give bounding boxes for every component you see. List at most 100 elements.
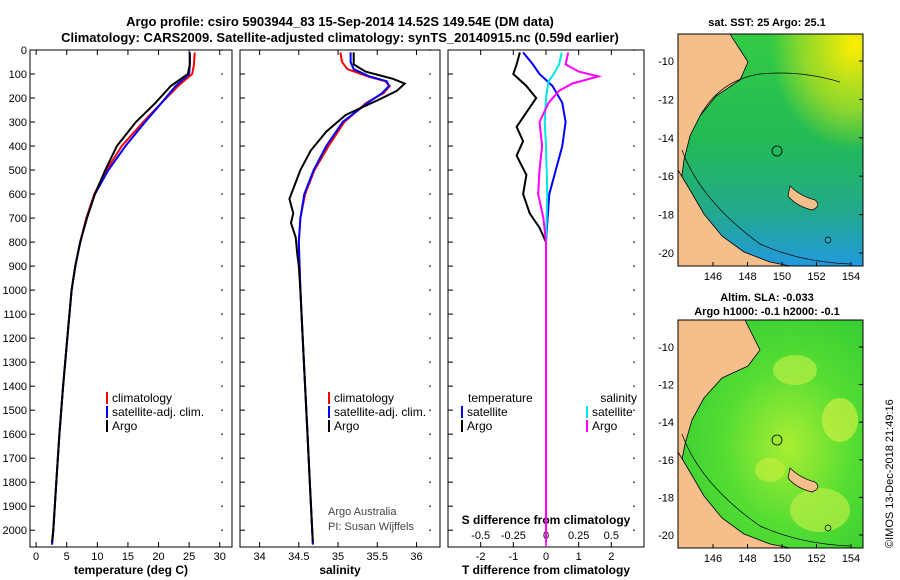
grid-dot [221,121,223,123]
grid-dot [221,241,223,243]
series-s-argo [537,52,603,543]
grid-dot [633,529,635,531]
grid-dot [429,385,431,387]
x-tick-label: 36 [410,551,422,563]
salinity-frame [239,49,441,548]
depth-tick-label: 1000 [3,285,27,297]
map-lon-label: 152 [807,553,825,565]
map-lat-label: -10 [658,56,674,68]
x-tick-label: 5 [64,551,70,563]
grid-dot [633,385,635,387]
grid-dot [429,433,431,435]
grid-dot [429,73,431,75]
grid-dot [429,337,431,339]
legend-climatology: climatology [112,391,172,405]
grid-dot [429,145,431,147]
grid-dot [221,337,223,339]
grid-dot [221,409,223,411]
depth-tick-label: 700 [9,213,27,225]
x-tick-label: 25 [183,551,195,563]
grid-dot [429,265,431,267]
map-lat-label: -20 [658,530,674,542]
grid-dot [429,457,431,459]
grid-dot [221,49,223,51]
depth-tick-label: 1200 [3,333,27,345]
sst-map-title: sat. SST: 25 Argo: 25.1 [708,17,826,29]
map-lat-label: -16 [658,171,674,183]
grid-dot [633,457,635,459]
credit-line2: PI: Susan Wijffels [328,521,414,533]
legend-climatology: climatology [334,391,394,405]
depth-tick-label: 900 [9,261,27,273]
x-tick-label: 0 [543,551,549,563]
legend-argo: Argo [112,419,138,433]
depth-tick-label: 1400 [3,381,27,393]
grid-dot [221,481,223,483]
grid-dot [633,289,635,291]
depth-tick-label: 1300 [3,357,27,369]
x-tick-label: 20 [152,551,164,563]
x-tick-label: 15 [122,551,134,563]
grid-dot [221,361,223,363]
grid-dot [221,73,223,75]
imos-stamp: ©IMOS 13-Dec-2018 21:49:16 [884,399,896,548]
depth-tick-label: 1100 [3,309,27,321]
legend-salinity-panel: climatology satellite-adj. clim. Argo [328,391,426,433]
grid-dot [429,481,431,483]
difference-xlabel: T difference from climatology [462,563,630,577]
grid-dot [633,169,635,171]
grid-dot [221,313,223,315]
salinity-xlabel: salinity [319,563,361,577]
depth-tick-label: 1800 [3,477,27,489]
sla-map: Altim. SLA: -0.033 Argo h1000: -0.1 h200… [658,292,864,565]
sst-map: sat. SST: 25 Argo: 25.1 [658,17,864,283]
map-lon-label: 148 [738,553,756,565]
grid-dot [633,409,635,411]
sla-argo-marker [771,434,783,446]
salinity-panel: salinity 34 34.5 35 35.5 36 [239,49,441,577]
grid-dot [221,505,223,507]
grid-dot [221,289,223,291]
grid-dot [221,529,223,531]
depth-tick-label: 300 [9,117,27,129]
x-tick-label: 34 [253,551,265,563]
depth-tick-label: 1900 [3,501,27,513]
legend-salinity-head: salinity [600,391,637,405]
grid-dot [633,217,635,219]
map-lat-label: -12 [658,380,674,392]
depth-tick-label: 1600 [3,429,27,441]
grid-dot [221,193,223,195]
map-lon-label: 146 [704,553,722,565]
map-lat-label: -16 [658,455,674,467]
s-tick-label: -0.25 [501,530,526,542]
grid-dot [429,409,431,411]
legend-argo: Argo [334,419,360,433]
title-line2: Climatology: CARS2009. Satellite-adjuste… [61,30,619,45]
grid-dot [429,241,431,243]
legend-s-argo: Argo [592,419,618,433]
depth-tick-label: 800 [9,237,27,249]
grid-dot [633,97,635,99]
depth-tick-label: 1700 [3,453,27,465]
grid-dot [633,193,635,195]
grid-dot [633,121,635,123]
grid-dot [633,361,635,363]
map-lat-label: -20 [658,248,674,260]
x-tick-label: 34.5 [288,551,309,563]
legend-t-argo: Argo [467,419,493,433]
x-tick-label: 10 [91,551,103,563]
sla-map-title2: Argo h1000: -0.1 h2000: -0.1 [694,306,840,318]
grid-dot [633,265,635,267]
grid-dot [633,505,635,507]
x-tick-label: 0 [33,551,39,563]
depth-tick-label: 400 [9,141,27,153]
legend-satellite: satellite-adj. clim. [334,405,426,419]
x-tick-label: 1 [576,551,582,563]
grid-dot [429,289,431,291]
grid-dot [221,145,223,147]
grid-dot [221,217,223,219]
grid-dot [221,433,223,435]
x-tick-label: 35 [332,551,344,563]
depth-tick-label: 200 [9,93,27,105]
map-lat-label: -14 [658,133,674,145]
